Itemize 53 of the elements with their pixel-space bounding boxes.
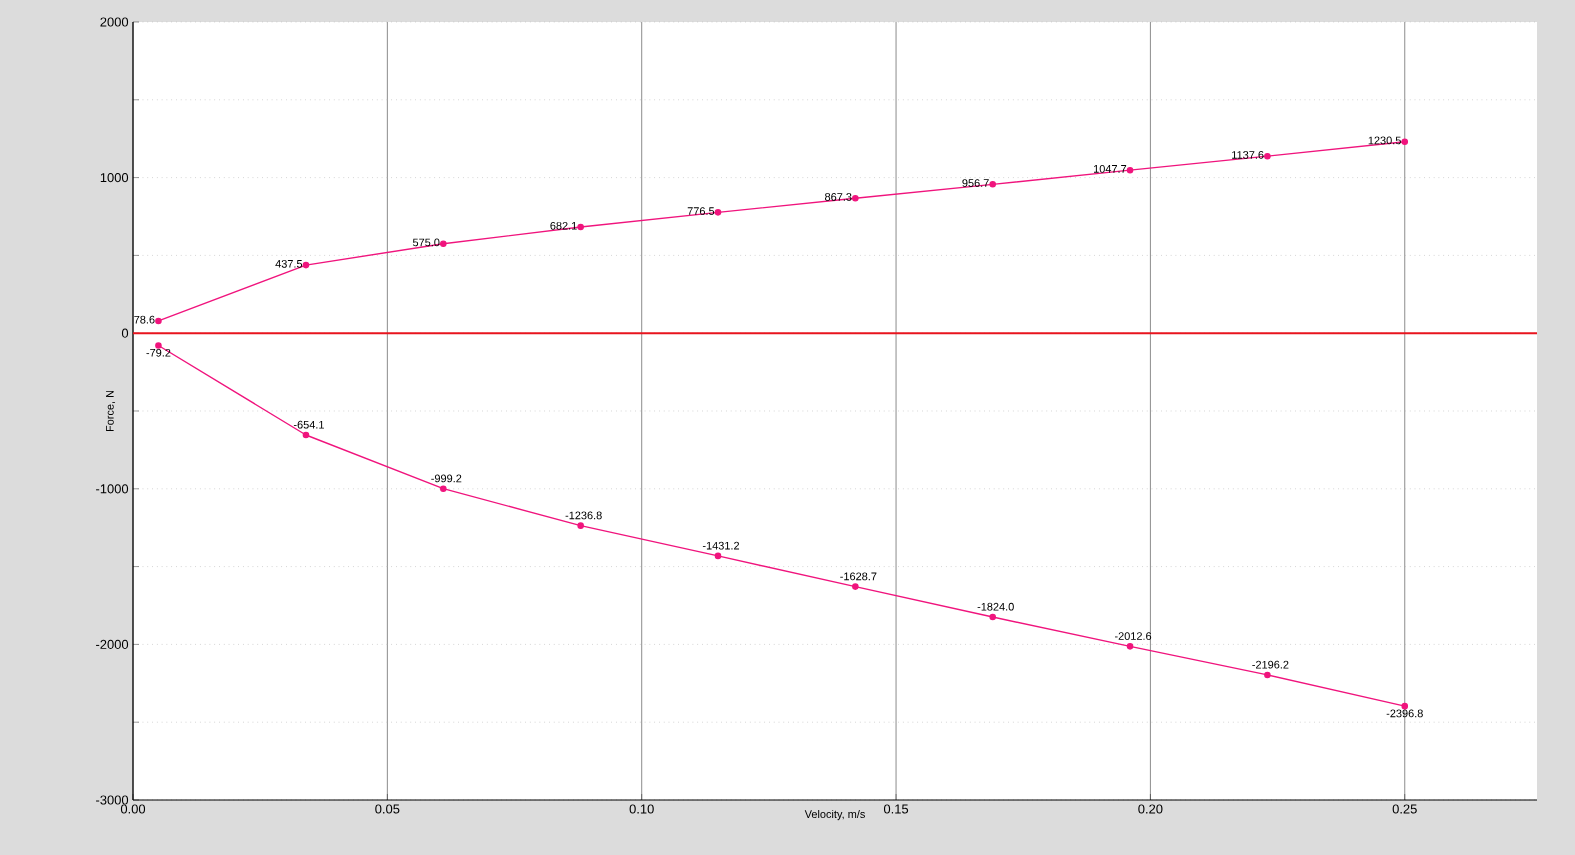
- y-tick-label: 0: [121, 328, 129, 338]
- point: [440, 485, 447, 492]
- data-label: 437.5: [275, 259, 303, 268]
- point: [1401, 138, 1409, 146]
- data-label: -1628.7: [840, 572, 877, 581]
- data-label: 1137.6: [1232, 151, 1264, 159]
- point: [1264, 671, 1271, 679]
- point: [302, 261, 310, 269]
- data-label: 776.5: [687, 207, 715, 215]
- y-tick-label: -2000: [96, 639, 129, 649]
- x-axis-title: Velocity, m/s: [804, 809, 865, 821]
- data-label: 867.3: [825, 193, 852, 201]
- point: [1126, 166, 1134, 174]
- data-label: -2396.8: [1386, 709, 1423, 718]
- x-tick-label: 0.25: [1392, 804, 1417, 814]
- data-label: -654.1: [293, 420, 324, 429]
- data-label: -2196.2: [1252, 660, 1289, 669]
- point: [440, 240, 447, 248]
- data-label: -79.2: [146, 348, 171, 357]
- point: [714, 209, 722, 216]
- data-label: 575.0: [412, 238, 440, 247]
- x-tick-label: 0.10: [629, 804, 654, 814]
- data-label: 1230.5: [1368, 136, 1401, 145]
- point: [852, 583, 859, 590]
- data-label: 682.1: [550, 221, 577, 230]
- data-label: -2012.6: [1114, 632, 1152, 640]
- x-tick-label: 0.15: [883, 804, 909, 814]
- y-tick-label: -1000: [96, 484, 129, 494]
- data-label: -1236.8: [565, 511, 602, 520]
- point: [989, 181, 996, 188]
- point: [302, 431, 310, 439]
- data-label: -1824.0: [977, 602, 1014, 611]
- x-tick-label: 0.05: [375, 804, 400, 814]
- y-tick-label: 2000: [100, 17, 129, 27]
- data-label: 78.6: [134, 315, 155, 324]
- data-label: -999.2: [431, 474, 462, 483]
- y-axis-title: Force, N: [106, 390, 116, 432]
- point: [989, 613, 996, 621]
- y-tick-label: 1000: [100, 173, 129, 183]
- point: [577, 522, 584, 529]
- data-label: 956.7: [962, 179, 989, 187]
- data-label: 1047.7: [1093, 165, 1127, 173]
- point: [577, 223, 584, 231]
- point: [714, 552, 722, 560]
- x-tick-label: 0.20: [1138, 804, 1163, 814]
- point: [1264, 152, 1271, 160]
- point: [1126, 643, 1134, 650]
- data-label: -1431.2: [702, 541, 740, 550]
- point: [155, 342, 162, 349]
- y-tick-label: -3000: [96, 795, 129, 805]
- point: [155, 317, 162, 325]
- x-tick-label: 0.00: [120, 804, 146, 814]
- point: [852, 194, 859, 202]
